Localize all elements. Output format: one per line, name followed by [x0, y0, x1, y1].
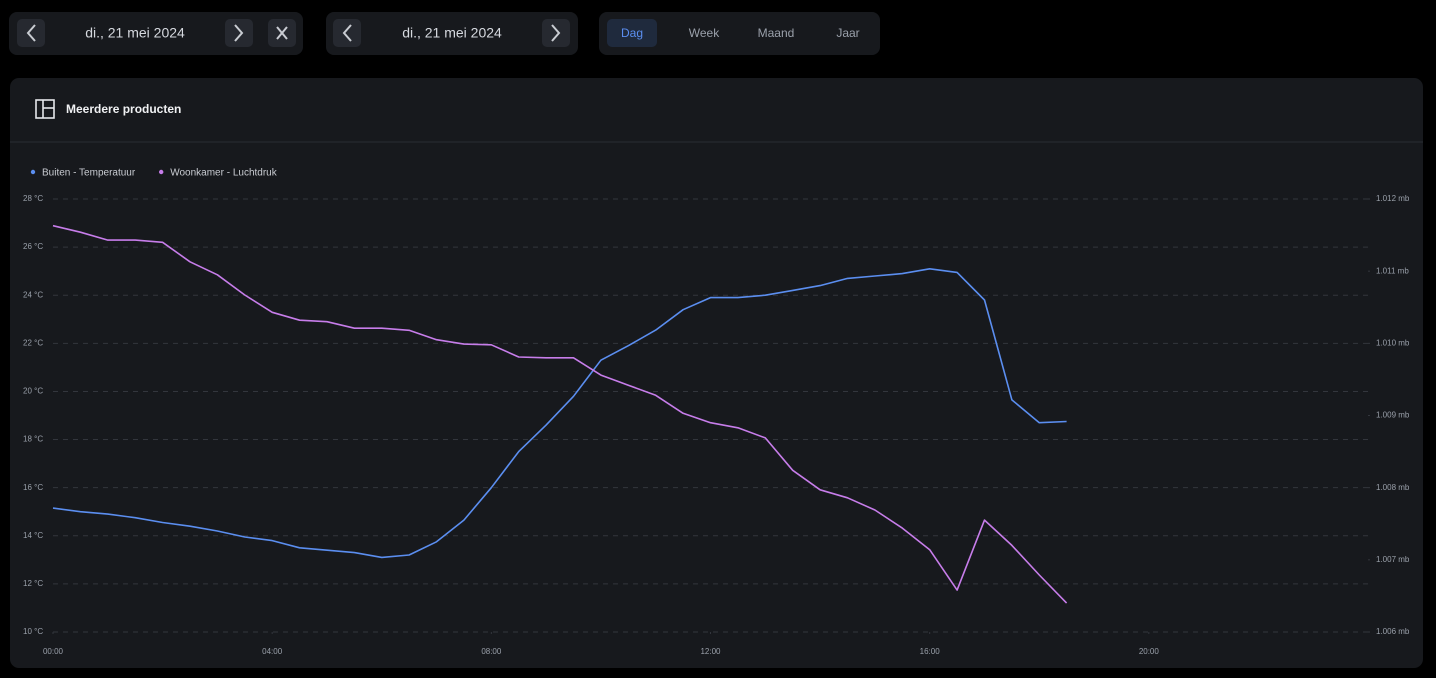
legend-label: Buiten - Temperatuur — [42, 168, 136, 179]
x-tick-label: 16:00 — [920, 647, 941, 656]
date-picker-to: di., 21 mei 2024 — [326, 12, 578, 55]
y2-tick-label: 1.007 mb — [1376, 555, 1410, 564]
y-tick-label: 16 °C — [23, 483, 43, 492]
legend-label: Woonkamer - Luchtdruk — [170, 168, 278, 179]
close-icon — [276, 26, 288, 40]
legend-dot — [159, 169, 164, 175]
legend-dot — [30, 169, 36, 175]
control-bg — [599, 12, 880, 55]
chevron — [234, 24, 244, 42]
period-tab[interactable]: Jaar — [836, 26, 859, 40]
chevron — [342, 24, 352, 42]
y2-tick-label: 1.009 mb — [1376, 411, 1410, 420]
x-tick-label: 20:00 — [1139, 647, 1160, 656]
y2-tick-label: 1.010 mb — [1376, 338, 1410, 347]
panel-title: Meerdere producten — [66, 102, 181, 116]
y-tick-label: 22 °C — [23, 338, 43, 347]
prev-button[interactable] — [333, 19, 361, 47]
active-tab — [607, 19, 657, 47]
y-tick-label: 12 °C — [23, 579, 43, 588]
next-button[interactable] — [225, 19, 253, 47]
control-bg — [326, 12, 578, 55]
y-tick-label: 24 °C — [23, 290, 43, 299]
period-switch: Dag Week Maand Jaar — [599, 12, 880, 55]
y-tick-label: 14 °C — [23, 531, 43, 540]
panel — [10, 78, 1423, 668]
y-tick-label: 20 °C — [23, 387, 43, 396]
x-tick-label: 12:00 — [700, 647, 721, 656]
period-tab[interactable]: Week — [689, 26, 720, 40]
y2-tick-label: 1.008 mb — [1376, 483, 1410, 492]
line — [52, 224, 1068, 604]
y2-tick-label: 1.012 mb — [1376, 194, 1410, 203]
y-tick-label: 28 °C — [23, 194, 43, 203]
period-tab[interactable]: Dag — [621, 26, 643, 40]
x-tick-label: 00:00 — [43, 647, 64, 656]
line — [52, 268, 1067, 559]
y-tick-label: 18 °C — [23, 435, 43, 444]
date-label: di., 21 mei 2024 — [402, 25, 502, 41]
date-picker-from: di., 21 mei 2024 — [9, 12, 303, 55]
chevron — [26, 24, 36, 42]
x-tick-label: 04:00 — [262, 647, 283, 656]
period-tab[interactable]: Maand — [758, 26, 795, 40]
chevron — [551, 24, 561, 42]
next-button[interactable] — [542, 19, 570, 47]
date-label: di., 21 mei 2024 — [85, 25, 185, 41]
prev-button[interactable] — [17, 19, 45, 47]
y-tick-label: 10 °C — [23, 627, 43, 636]
y2-tick-label: 1.011 mb — [1376, 266, 1409, 275]
panel-icon — [35, 99, 55, 119]
y2-tick-label: 1.006 mb — [1376, 627, 1410, 636]
x-tick-label: 08:00 — [481, 647, 502, 656]
y-tick-label: 26 °C — [23, 242, 43, 251]
